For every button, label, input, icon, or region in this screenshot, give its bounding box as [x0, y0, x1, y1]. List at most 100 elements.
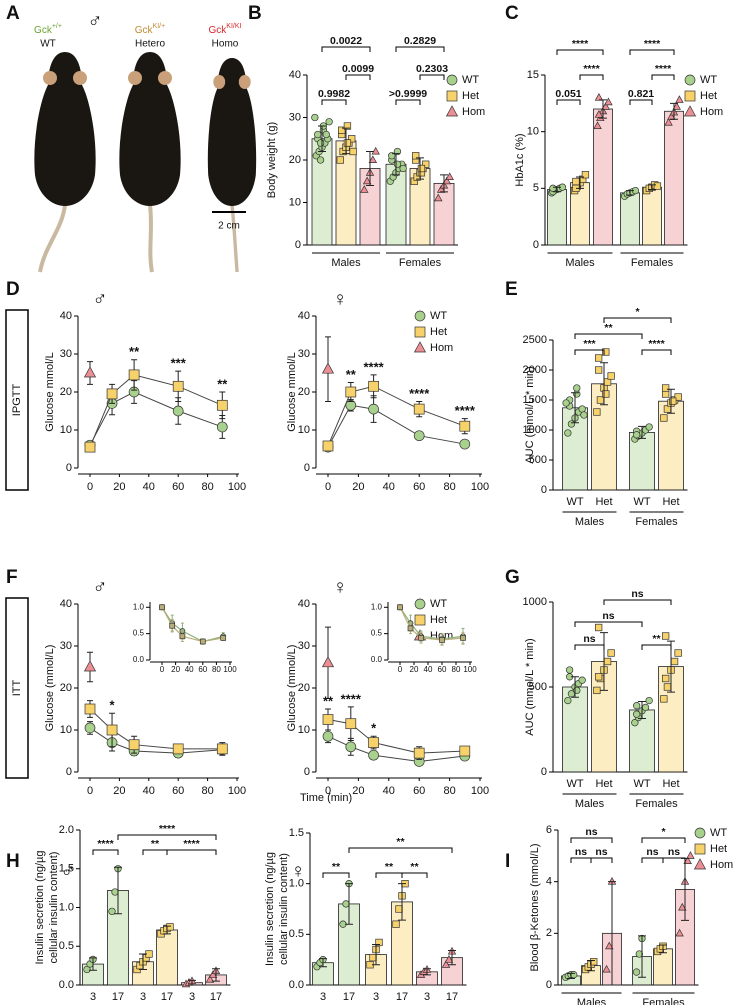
- data-point: [660, 695, 668, 703]
- comparison-bracket: [556, 99, 581, 105]
- y-axis-label: Glucose (mmol/L): [44, 645, 56, 732]
- x-tick-label: WT: [566, 778, 583, 790]
- legend-marker: [683, 105, 697, 117]
- x-tick-label: 17: [343, 991, 355, 1003]
- x-tick-label: 40: [143, 481, 155, 493]
- group-label: Males: [575, 516, 605, 528]
- genotype: KI/KI: [226, 23, 241, 30]
- comparison-bracket: [570, 837, 613, 843]
- data-point: [578, 405, 586, 413]
- data-point: [594, 623, 603, 632]
- y-axis-label: Blood β-Ketones (mmol/L): [529, 844, 541, 972]
- y-tick-label: 6: [546, 824, 552, 836]
- error-bar: [571, 392, 579, 424]
- data-point: [342, 900, 350, 908]
- data-point: [399, 164, 407, 173]
- legend-marker: [414, 326, 426, 338]
- legend-marker: [694, 827, 706, 839]
- data-point: [442, 176, 452, 185]
- x-tick-label: 60: [413, 785, 425, 797]
- y-tick-label: 5: [533, 182, 539, 194]
- annotation: ***: [171, 356, 187, 371]
- marker: [413, 403, 425, 415]
- x-tick-label: 100: [228, 785, 246, 797]
- y-tick-label: 2000: [523, 364, 547, 376]
- y-tick-label: 0.0: [371, 655, 383, 664]
- x-tick-label: 3: [373, 991, 379, 1003]
- legend-label: Hom: [462, 106, 485, 118]
- x-tick-label: 100: [463, 665, 477, 674]
- data-point: [567, 420, 576, 428]
- error-bar: [659, 944, 667, 954]
- data-point: [601, 102, 610, 110]
- comparison-bracket: [641, 644, 672, 650]
- error-bar: [571, 676, 579, 698]
- error-bar: [638, 700, 646, 719]
- annotation: **: [346, 367, 357, 382]
- marker: [345, 718, 357, 730]
- error-bar: [372, 943, 380, 966]
- chart-title: ♂: [93, 576, 108, 598]
- legend-label: Het: [430, 326, 447, 338]
- legend-label: Het: [700, 90, 717, 102]
- data-point: [663, 405, 672, 413]
- y-tick-label: 1.0: [371, 602, 383, 611]
- y-tick-label: 1.0: [133, 602, 145, 611]
- marker: [106, 724, 118, 736]
- x-tick-label: 60: [413, 481, 425, 493]
- marker: [345, 386, 357, 398]
- data-point: [166, 923, 174, 931]
- error-bar: [600, 632, 608, 691]
- error-bar: [114, 866, 122, 915]
- y-tick-label: 40: [60, 598, 72, 610]
- data-point: [444, 954, 454, 963]
- comparison-label: ****: [183, 838, 200, 850]
- x-tick-label: 0: [325, 481, 331, 493]
- legend-marker: [694, 843, 706, 855]
- y-axis-label: cellular insulin content): [278, 853, 290, 965]
- marker: [179, 633, 186, 640]
- comparison-label: 0.0022: [330, 35, 362, 47]
- comparison-bracket: [641, 857, 664, 863]
- panel-letter: F: [6, 567, 18, 588]
- chart-title: ♀: [333, 576, 348, 598]
- chart-title: ♀: [291, 860, 306, 882]
- data-point: [603, 378, 612, 386]
- y-tick-label: 40: [298, 598, 310, 610]
- data-point: [594, 673, 603, 681]
- legend-label: Hom: [700, 106, 723, 118]
- data-point: [393, 160, 402, 168]
- data-point: [603, 657, 612, 666]
- comparison-label: 0.2303: [416, 63, 448, 75]
- x-tick-label: 0: [87, 481, 93, 493]
- annotation: **: [217, 376, 228, 391]
- x-tick-label: 20: [410, 665, 419, 674]
- y-tick-label: 0: [295, 239, 301, 251]
- mouse: [119, 52, 181, 273]
- error-bar: [139, 953, 147, 970]
- comparison-bracket: [395, 99, 421, 105]
- marker: [322, 730, 334, 742]
- data-point: [663, 683, 672, 691]
- x-tick-label: 17: [396, 991, 408, 1003]
- y-tick-label: 30: [298, 640, 310, 652]
- y-tick-label: 1.5: [289, 827, 304, 839]
- bar: [620, 192, 640, 246]
- panel-letter: H: [6, 851, 20, 872]
- data-point: [580, 411, 588, 419]
- data-point: [674, 649, 682, 657]
- data-point: [368, 155, 378, 163]
- comparison-label: ns: [602, 610, 614, 622]
- data-point: [594, 366, 603, 374]
- comparison-bracket: [345, 74, 371, 80]
- side-label: ITT: [11, 679, 23, 696]
- marker: [439, 637, 445, 643]
- y-tick-label: 0.5: [289, 928, 304, 940]
- error-bar: [670, 102, 678, 120]
- x-tick-label: 20: [352, 785, 364, 797]
- legend-marker: [684, 74, 696, 86]
- comparison-bracket: [574, 333, 643, 339]
- chart-title: ♂: [93, 288, 108, 310]
- comparison-bracket: [629, 49, 675, 55]
- data-point: [208, 970, 218, 978]
